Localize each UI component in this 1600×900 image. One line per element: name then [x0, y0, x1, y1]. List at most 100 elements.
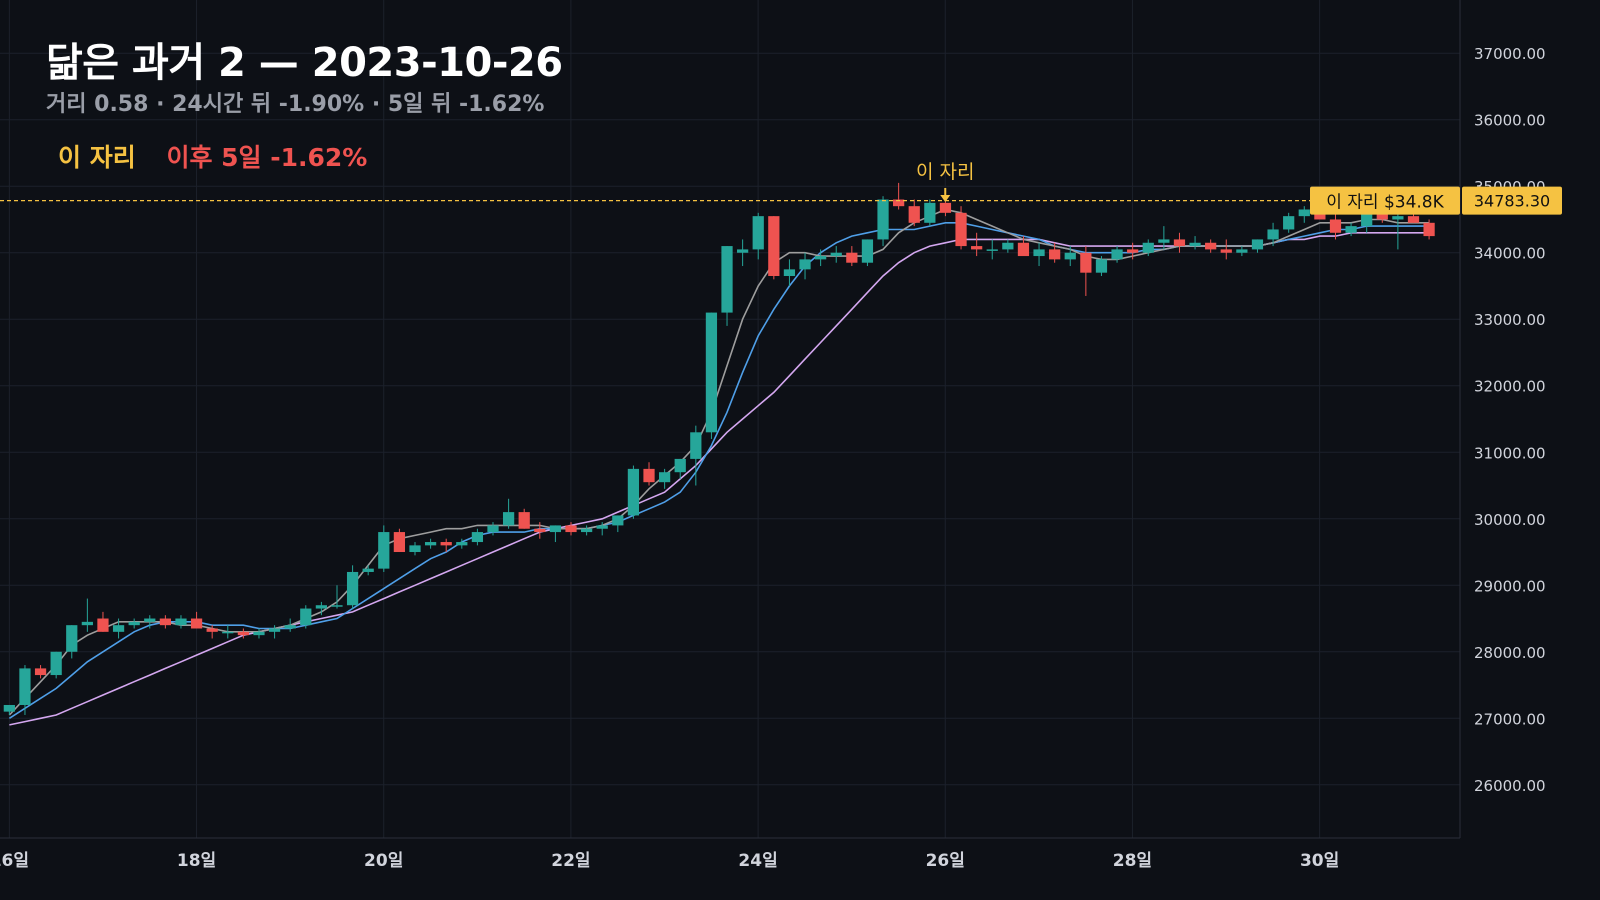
- marker-arrow-icon: [940, 195, 951, 202]
- candle-body: [939, 202, 952, 213]
- candle-body: [34, 668, 47, 676]
- candle-body: [144, 618, 156, 622]
- time-tick-label: 20일: [364, 851, 403, 871]
- candle-body: [1329, 219, 1342, 233]
- candle-body: [393, 532, 406, 553]
- candle-body: [1205, 242, 1217, 250]
- candle-body: [783, 269, 796, 277]
- time-axis[interactable]: 16일 18일 20일 22일 24일 26일 28일 30일: [0, 851, 1339, 871]
- candle-body: [112, 625, 125, 632]
- candle-body: [66, 625, 78, 652]
- candle-body: [1002, 242, 1014, 250]
- candle-body: [612, 515, 624, 526]
- candle-body: [752, 216, 764, 250]
- candle-body: [596, 525, 608, 529]
- price-tick-label: 26000.00: [1474, 777, 1546, 795]
- price-tick-label: 29000.00: [1474, 577, 1546, 595]
- time-tick-label: 16일: [0, 851, 29, 871]
- candle-body: [534, 528, 546, 533]
- candle-body: [1423, 222, 1435, 237]
- candle-body: [1095, 259, 1108, 273]
- candle-body: [1111, 249, 1123, 260]
- candle-body: [1236, 249, 1248, 253]
- candle-body: [580, 528, 593, 533]
- time-tick-label: 22일: [551, 851, 590, 871]
- candle-body: [487, 525, 499, 533]
- candle-body: [1189, 242, 1201, 247]
- candle-body: [768, 216, 780, 277]
- price-tick-label: 31000.00: [1474, 444, 1546, 462]
- candle-body: [1392, 216, 1404, 220]
- candle-body: [315, 605, 328, 609]
- candle-body: [97, 618, 109, 632]
- candle-body: [284, 625, 296, 629]
- candle-body: [424, 542, 437, 546]
- candle-body: [705, 312, 718, 433]
- candle-body: [190, 618, 203, 629]
- price-tick-label: 34000.00: [1474, 245, 1546, 263]
- position-tag-label: 이 자리: [58, 143, 136, 172]
- candle-body: [1064, 252, 1076, 260]
- candle-body: [253, 631, 265, 636]
- price-tick-label: 36000.00: [1474, 112, 1546, 130]
- candle-body: [1407, 216, 1420, 223]
- candle-body: [830, 252, 842, 257]
- time-tick-label: 24일: [738, 851, 777, 871]
- candle-body: [362, 568, 374, 572]
- candle-body: [518, 512, 530, 529]
- candle-body: [300, 608, 312, 626]
- price-tick-label: 32000.00: [1474, 378, 1546, 396]
- candle-body: [1173, 239, 1186, 247]
- price-axis[interactable]: 26000.00 27000.00 28000.00 29000.00 30000.00…: [1462, 45, 1562, 795]
- price-tick-label: 28000.00: [1474, 644, 1546, 662]
- candle-body: [128, 621, 140, 626]
- candle-body: [1049, 249, 1061, 260]
- price-tick-label: 30000.00: [1474, 511, 1546, 529]
- candle-body: [924, 202, 936, 223]
- price-tick-label: 37000.00: [1474, 45, 1546, 63]
- candle-body: [50, 651, 62, 676]
- price-tag-box: [1310, 186, 1460, 215]
- candle-body: [440, 542, 452, 546]
- candle-body: [549, 525, 562, 533]
- candle-body: [206, 628, 218, 632]
- candle-body: [456, 542, 468, 546]
- ma-fast-line: [8, 208, 1430, 716]
- candle-body: [659, 472, 671, 483]
- candle-body: [971, 246, 983, 250]
- candle-body: [268, 628, 281, 632]
- candle-body: [378, 532, 390, 569]
- candle-body: [237, 631, 249, 636]
- marker-label: 이 자리: [916, 161, 974, 183]
- candle-body: [690, 432, 702, 459]
- candle-body: [1158, 239, 1170, 243]
- grid-lines: [0, 0, 1461, 839]
- candle-body: [908, 206, 920, 223]
- candle-body: [861, 239, 874, 263]
- candle-body: [471, 532, 484, 543]
- candle-body: [643, 468, 655, 483]
- candle-body: [3, 704, 15, 712]
- price-tick-label: 33000.00: [1474, 311, 1546, 329]
- candle-body: [222, 631, 234, 634]
- current-price-label: 34783.30: [1474, 192, 1550, 211]
- current-price-box: [1462, 186, 1562, 215]
- candle-body: [1251, 239, 1264, 250]
- candle-body: [1017, 242, 1030, 257]
- candle-body: [986, 249, 998, 251]
- candle-body: [1080, 252, 1092, 273]
- candle-body: [893, 199, 905, 207]
- candle-body: [1127, 249, 1139, 253]
- after-change-label: 이후 5일 -1.62%: [166, 143, 368, 172]
- chart-subtitle: 거리 0.58 · 24시간 뒤 -1.90% · 5일 뒤 -1.62%: [46, 92, 545, 117]
- candle-body: [955, 212, 967, 247]
- time-tick-label: 30일: [1300, 851, 1339, 871]
- candle-body: [331, 605, 343, 607]
- candle-body: [737, 249, 749, 253]
- time-tick-label: 26일: [926, 851, 965, 871]
- candle-body: [1033, 249, 1045, 257]
- candle-body: [81, 621, 93, 626]
- candle-body: [19, 668, 31, 705]
